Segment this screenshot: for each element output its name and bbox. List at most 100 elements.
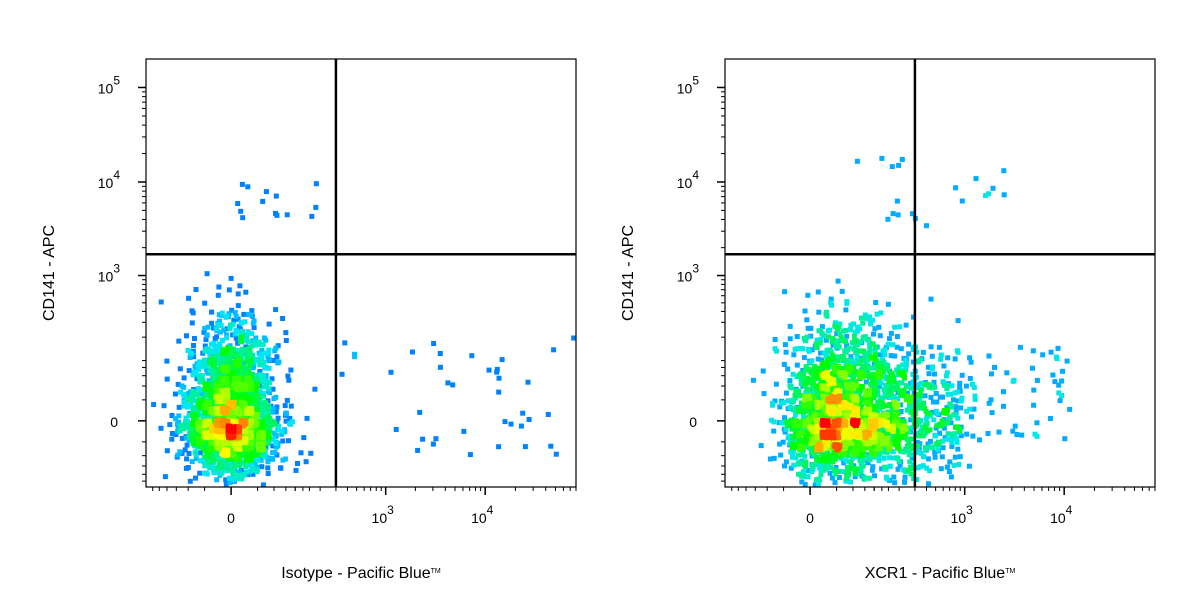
event-dot — [270, 443, 276, 449]
event-dot — [236, 382, 241, 388]
event-dot — [793, 411, 799, 417]
event-dot — [244, 410, 250, 416]
event-dot — [216, 284, 222, 290]
event-dot — [213, 421, 219, 427]
event-dot — [248, 435, 254, 441]
event-dot — [274, 452, 280, 458]
event-dot — [898, 392, 904, 398]
event-dot — [877, 377, 883, 383]
event-dot — [1031, 387, 1037, 393]
event-dot — [820, 380, 826, 386]
event-dot — [957, 380, 963, 386]
event-dot — [256, 357, 262, 363]
event-dot — [266, 438, 272, 444]
event-dot — [268, 422, 274, 428]
event-dot — [445, 380, 451, 386]
event-dot — [1059, 378, 1065, 384]
event-dot — [882, 352, 888, 358]
event-dot — [964, 408, 970, 414]
event-dot — [258, 457, 264, 463]
event-dot — [963, 383, 969, 389]
event-dot — [885, 341, 891, 347]
event-dot — [778, 452, 784, 458]
event-dot — [271, 358, 277, 363]
event-dot — [809, 419, 815, 424]
event-dot — [802, 397, 807, 403]
event-dot — [254, 469, 260, 474]
event-dot — [803, 381, 809, 387]
event-dot — [815, 390, 821, 396]
event-dot — [238, 208, 244, 214]
event-dot — [186, 368, 192, 374]
event-dot — [836, 324, 842, 330]
event-dot — [214, 477, 220, 483]
event-dot — [814, 365, 820, 371]
event-dot — [894, 384, 900, 390]
event-dot — [185, 402, 191, 408]
event-dot — [970, 433, 976, 439]
event-dot — [870, 447, 875, 453]
event-dot — [799, 452, 805, 458]
event-dot — [189, 412, 195, 418]
event-dot — [233, 441, 239, 447]
event-dot — [1048, 349, 1054, 355]
event-dot — [260, 482, 266, 488]
event-dot — [917, 464, 923, 470]
event-dot — [201, 459, 207, 465]
event-dot — [830, 355, 836, 360]
event-dot — [255, 457, 261, 463]
event-dot — [494, 366, 500, 372]
event-dot — [193, 475, 198, 481]
event-dot — [265, 441, 271, 447]
event-dot — [844, 458, 849, 464]
event-dot — [225, 384, 231, 390]
event-dot — [234, 410, 240, 416]
event-dot — [925, 381, 931, 387]
event-dot — [926, 384, 932, 390]
event-dot — [814, 369, 820, 375]
event-dot — [958, 405, 964, 411]
event-dot — [915, 359, 921, 365]
event-dot — [195, 408, 201, 413]
event-dot — [258, 394, 264, 400]
event-dot — [803, 459, 809, 465]
event-dot — [894, 442, 900, 448]
event-dot — [875, 431, 881, 437]
event-dot — [251, 418, 257, 424]
event-dot — [885, 366, 891, 372]
event-dot — [232, 331, 238, 337]
event-dot — [388, 369, 394, 375]
event-dot — [842, 410, 848, 416]
event-dot — [834, 331, 840, 336]
event-dot — [191, 415, 196, 421]
event-dot — [871, 331, 876, 337]
event-dot — [881, 455, 887, 461]
event-dot — [273, 440, 279, 446]
event-dot — [797, 446, 802, 452]
event-dot — [801, 355, 807, 361]
event-dot — [853, 338, 859, 344]
event-dot — [237, 444, 242, 450]
event-dot — [214, 334, 220, 340]
event-dot — [870, 379, 875, 385]
event-dot — [339, 371, 345, 377]
event-dot — [265, 411, 271, 417]
event-dot — [922, 405, 928, 411]
event-dot — [254, 464, 260, 470]
event-dot — [861, 476, 867, 482]
event-dot — [780, 439, 786, 445]
event-dot — [211, 357, 216, 363]
event-dot — [186, 451, 192, 456]
event-dot — [927, 468, 933, 474]
event-dot — [226, 425, 232, 430]
event-dot — [308, 450, 314, 456]
event-dot — [900, 362, 906, 368]
event-dot — [208, 407, 214, 413]
event-dot — [551, 347, 557, 353]
event-dot — [1050, 372, 1056, 378]
event-dot — [235, 368, 241, 374]
event-dot — [216, 461, 222, 466]
event-dot — [210, 390, 216, 396]
event-dot — [196, 386, 202, 392]
event-dot — [895, 466, 901, 472]
